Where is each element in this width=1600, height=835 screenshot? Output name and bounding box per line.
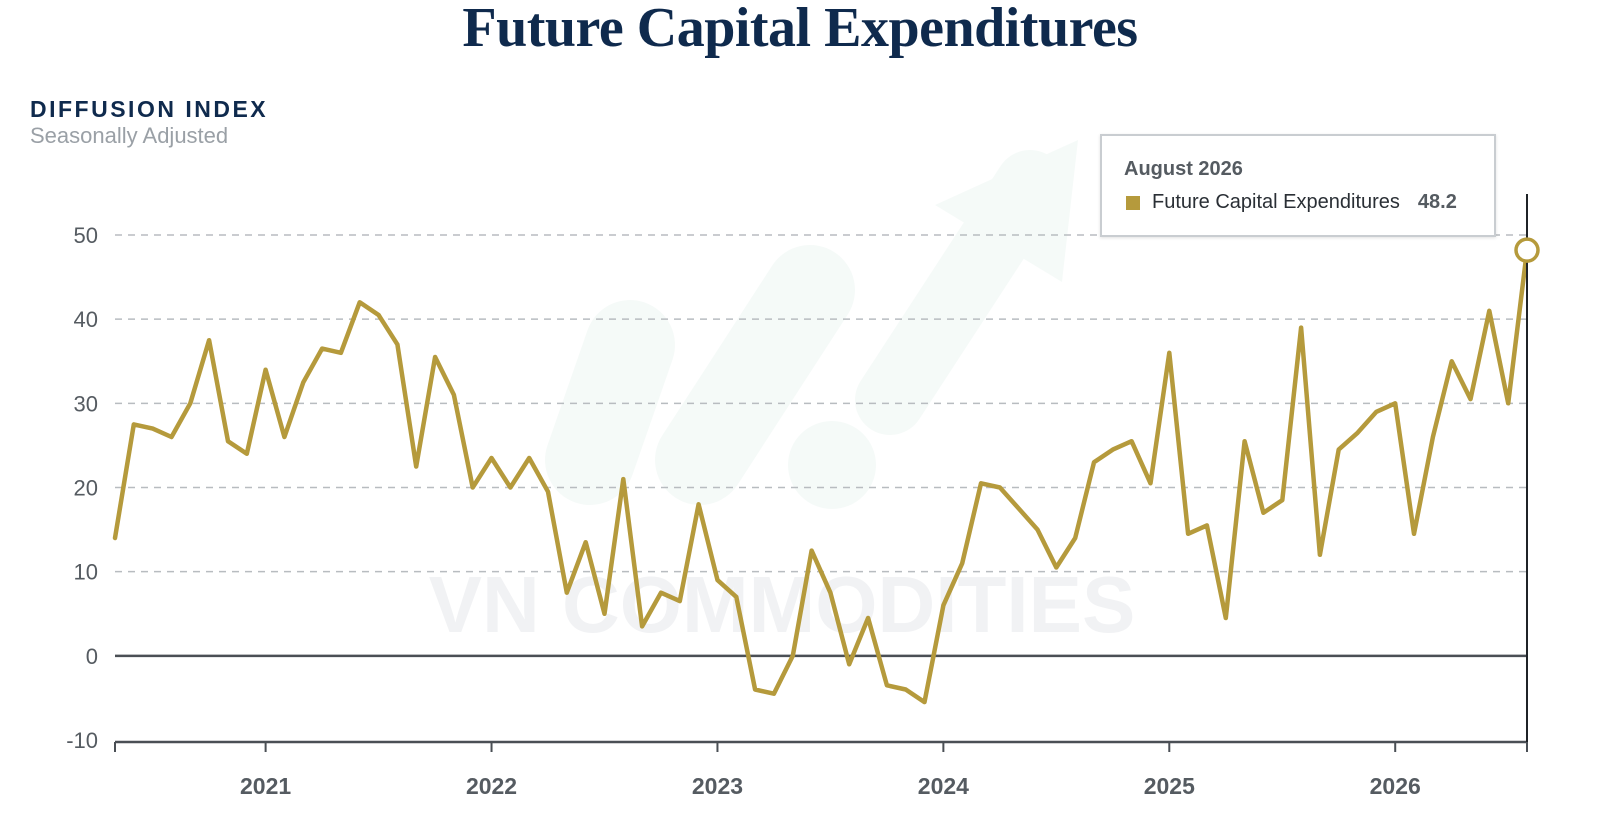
x-axis: 2021 2022 2023 2024 2025 2026 xyxy=(114,740,1528,799)
y-axis-ticks: 50 40 30 20 10 0 -10 xyxy=(66,223,98,753)
y-axis-title: DIFFUSION INDEX xyxy=(30,96,269,122)
x-tick-label: 2026 xyxy=(1370,773,1421,799)
y-tick-label: -10 xyxy=(66,728,98,753)
y-tick-label: 20 xyxy=(74,476,98,501)
x-tick-label: 2024 xyxy=(918,773,969,799)
series-layer xyxy=(112,247,1530,705)
y-tick-label: 40 xyxy=(74,307,98,332)
hover-cursor xyxy=(1514,194,1540,742)
series-line[interactable] xyxy=(112,247,1530,705)
y-tick-label: 0 xyxy=(86,644,98,669)
watermark-text: VN COMMODITIES xyxy=(429,560,1136,649)
y-axis-subtitle: Seasonally Adjusted xyxy=(30,123,229,148)
tooltip-row: Future Capital Expenditures 48.2 xyxy=(1126,191,1457,214)
x-tick-label: 2021 xyxy=(240,773,291,799)
y-tick-label: 30 xyxy=(74,391,98,416)
x-tick-label: 2022 xyxy=(466,773,517,799)
y-tick-label: 50 xyxy=(74,223,98,248)
watermark: VN COMMODITIES xyxy=(429,140,1136,649)
chart-title: Future Capital Expenditures xyxy=(462,0,1138,59)
x-tick-label: 2025 xyxy=(1144,773,1195,799)
tooltip-series-name: Future Capital Expenditures xyxy=(1152,191,1400,213)
y-tick-label: 10 xyxy=(74,560,98,585)
x-tick-label: 2023 xyxy=(692,773,743,799)
series-swatch xyxy=(1126,195,1140,210)
tooltip-date: August 2026 xyxy=(1124,158,1243,180)
tooltip: August 2026 Future Capital Expenditures … xyxy=(1100,134,1496,237)
tooltip-value: 48.2 xyxy=(1417,191,1457,213)
data-point-marker[interactable] xyxy=(1514,237,1540,263)
